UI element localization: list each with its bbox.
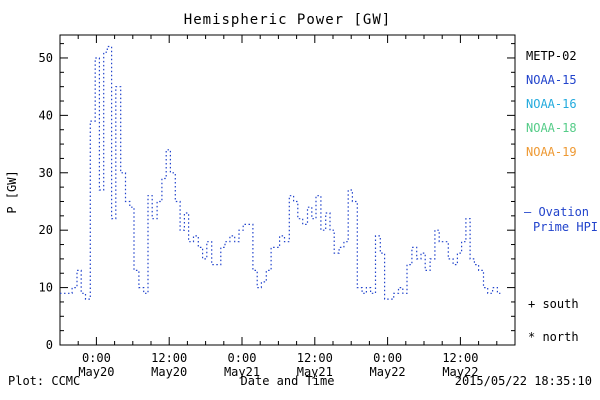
x-tick-time: 0:00 [228, 351, 257, 365]
plot-timestamp: 2015/05/22 18:35:10 [454, 374, 592, 388]
x-tick-date: May21 [224, 365, 260, 379]
x-tick-date: May20 [78, 365, 114, 379]
y-axis-label: P [GW] [5, 170, 19, 213]
y-tick-label: 0 [46, 338, 53, 352]
y-tick-label: 20 [39, 223, 53, 237]
legend-item-noaa-19: NOAA-19 [526, 145, 577, 159]
y-tick-label: 50 [39, 51, 53, 65]
ovation-label-line1: — Ovation [524, 205, 590, 219]
x-tick-date: May21 [297, 365, 333, 379]
x-axis-label: Date and Time [240, 374, 335, 388]
x-tick-time: 0:00 [373, 351, 402, 365]
satellite-legend: METP-02 NOAA-15 NOAA-16 NOAA-18 NOAA-19 [526, 44, 577, 164]
x-tick-date: May20 [151, 365, 187, 379]
ovation-prime-label: — Ovation Prime HPI [524, 205, 598, 235]
x-tick-date: May22 [442, 365, 478, 379]
chart-title: Hemispheric Power [GW] [183, 12, 392, 28]
south-marker-legend: + south [528, 297, 579, 311]
hpi-step-line [60, 45, 501, 300]
legend-item-metp-02: METP-02 [526, 49, 577, 63]
ovation-label-line2: Prime HPI [533, 220, 599, 234]
x-tick-time: 12:00 [151, 351, 187, 365]
legend-item-noaa-18: NOAA-18 [526, 121, 577, 135]
x-tick-time: 12:00 [297, 351, 333, 365]
y-tick-label: 40 [39, 108, 53, 122]
legend-item-noaa-15: NOAA-15 [526, 73, 577, 87]
legend-item-noaa-16: NOAA-16 [526, 97, 577, 111]
y-tick-label: 10 [39, 281, 53, 295]
x-tick-time: 12:00 [442, 351, 478, 365]
x-tick-date: May22 [370, 365, 406, 379]
plot-credit: Plot: CCMC [8, 374, 81, 388]
y-tick-label: 30 [39, 166, 53, 180]
north-marker-legend: * north [528, 330, 579, 344]
x-tick-time: 0:00 [82, 351, 111, 365]
plot-frame [59, 34, 516, 346]
